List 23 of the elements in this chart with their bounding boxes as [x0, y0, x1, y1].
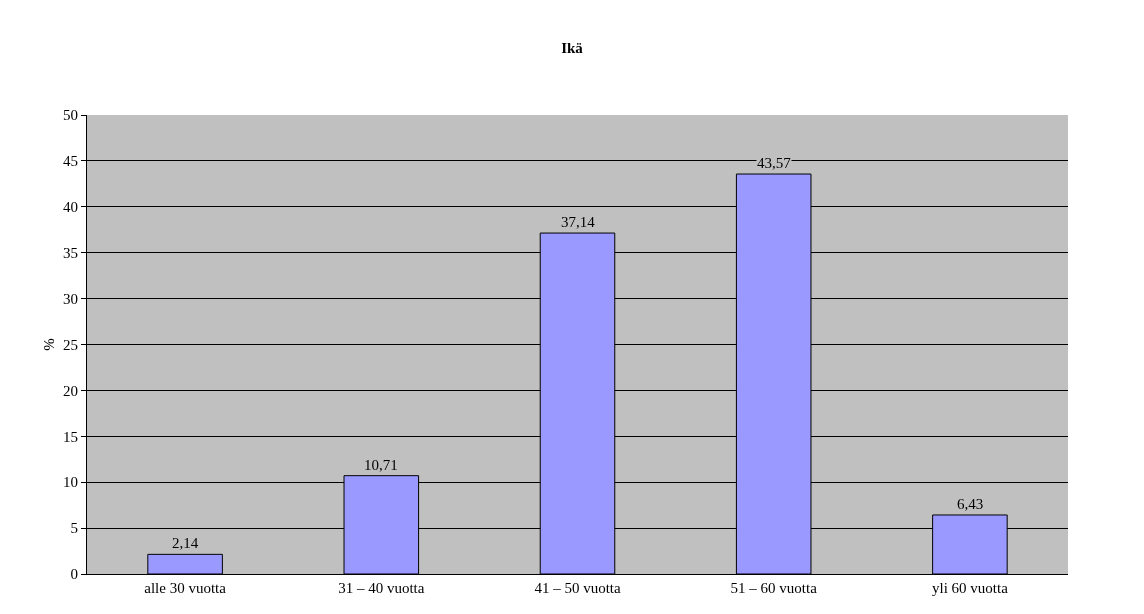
- y-tick-label: 25: [63, 336, 78, 353]
- data-label: 37,14: [561, 214, 596, 230]
- y-tick-label: 0: [70, 566, 78, 583]
- x-tick-label: alle 30 vuotta: [144, 580, 227, 596]
- y-tick-label: 15: [63, 428, 78, 445]
- data-label: 6,43: [957, 496, 984, 512]
- y-tick-label: 10: [63, 474, 78, 491]
- y-tick-label: 20: [63, 382, 78, 399]
- x-tick-label: 31 – 40 vuotta: [338, 580, 425, 596]
- x-tick-label: yli 60 vuotta: [931, 580, 1009, 596]
- data-label: 43,57: [757, 155, 792, 171]
- chart-title: Ikä: [561, 40, 584, 57]
- data-label: 2,14: [172, 535, 199, 551]
- data-label: 10,71: [364, 457, 398, 473]
- y-tick-label: 35: [63, 244, 78, 261]
- y-tick-label: 45: [63, 153, 78, 170]
- y-tick-label: 5: [70, 520, 78, 537]
- y-tick-label: 40: [63, 199, 78, 216]
- x-tick-label: 41 – 50 vuotta: [534, 580, 621, 596]
- y-axis-title: %: [41, 338, 58, 351]
- y-tick-label: 50: [63, 107, 78, 124]
- x-tick-label: 51 – 60 vuotta: [730, 580, 818, 596]
- y-tick-label: 30: [63, 290, 78, 307]
